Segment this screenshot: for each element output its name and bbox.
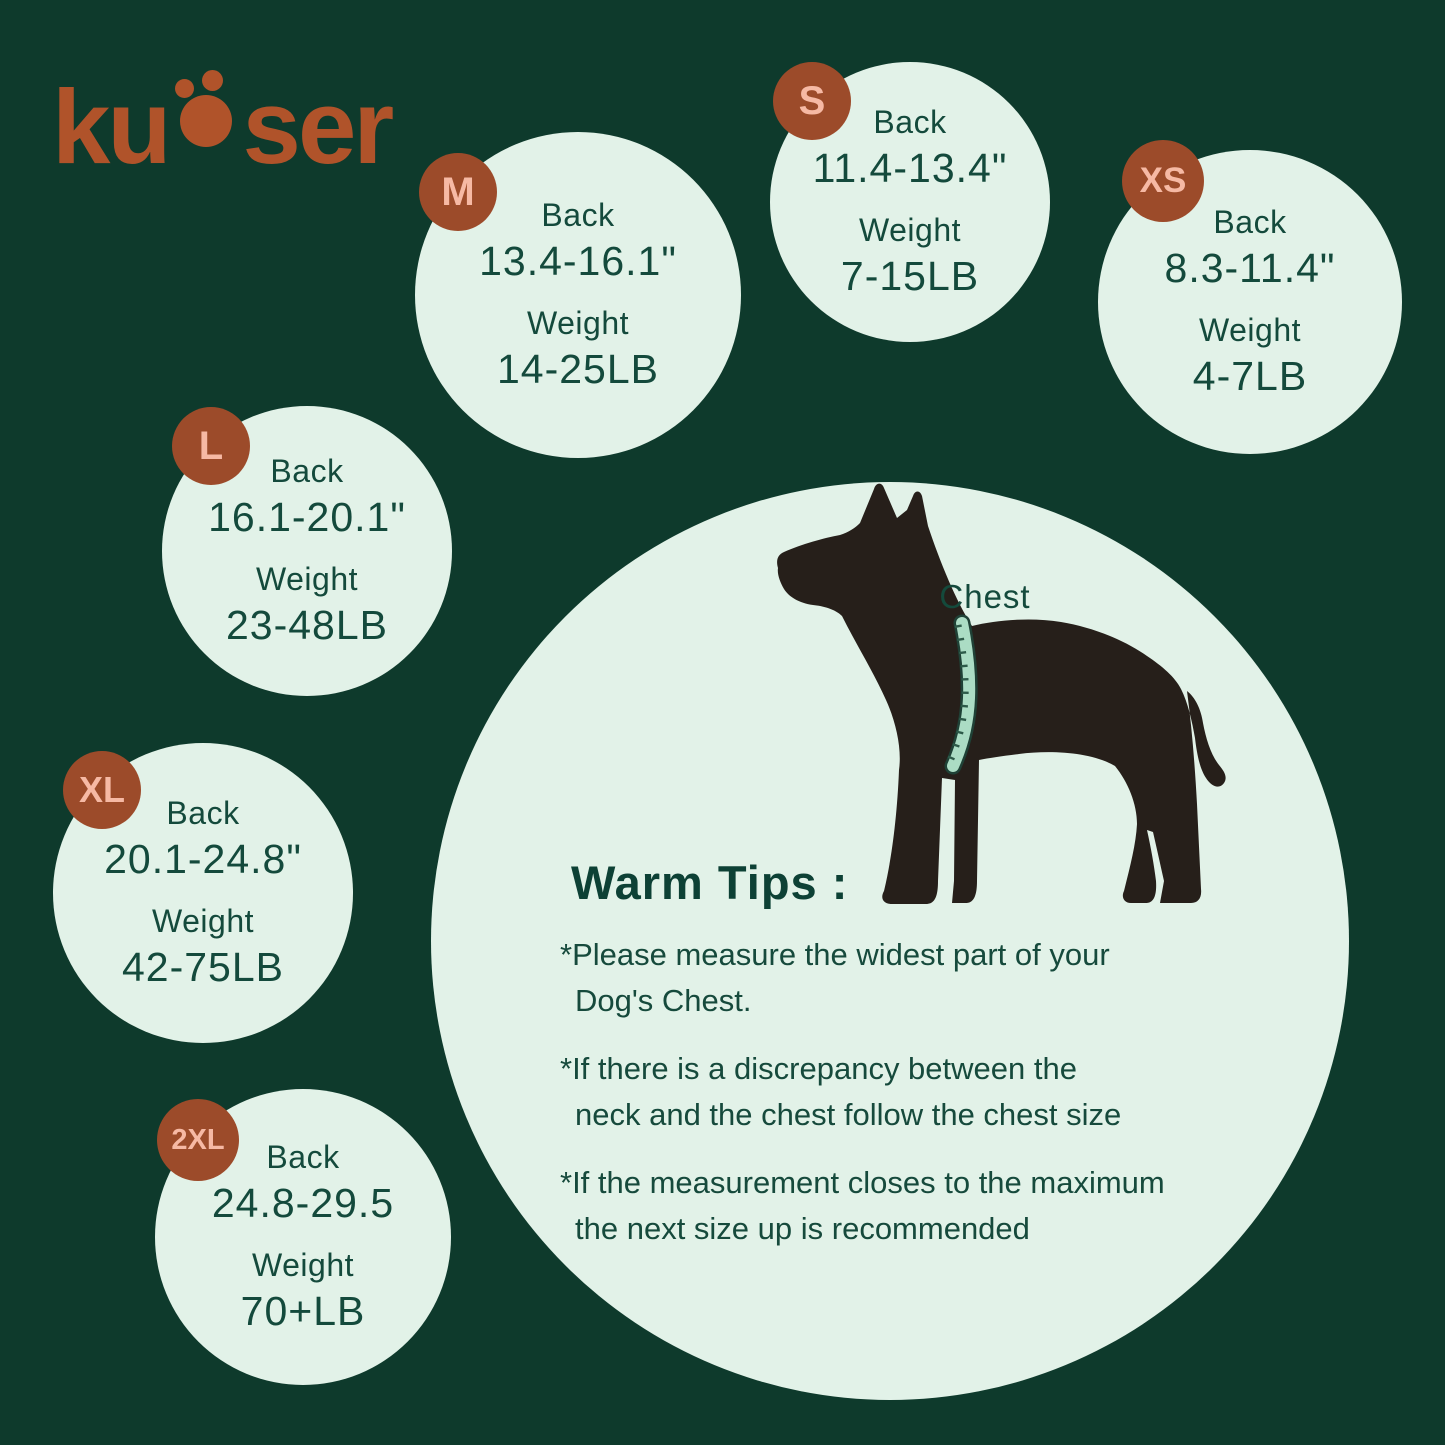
size-circle-xs: Back 8.3-11.4" Weight 4-7LB <box>1098 150 1402 454</box>
weight-value: 70+LB <box>240 1288 366 1334</box>
size-badge-2xl: 2XL <box>157 1099 239 1181</box>
back-value: 13.4-16.1" <box>479 238 677 284</box>
back-label: Back <box>873 104 947 140</box>
back-label: Back <box>270 453 344 489</box>
warm-tip: *If there is a discrepancy between the n… <box>560 1046 1260 1138</box>
back-label: Back <box>541 197 615 233</box>
logo-text-ku: ku <box>52 69 172 186</box>
weight-value: 4-7LB <box>1192 353 1308 399</box>
weight-label: Weight <box>151 903 254 939</box>
warm-tip-line: the next size up is recommended <box>575 1211 1030 1246</box>
warm-tip-line: *If there is a discrepancy between the <box>560 1051 1077 1086</box>
logo-text-ser: ser <box>242 69 395 186</box>
size-badge-l: L <box>172 407 250 485</box>
paw-pad-icon <box>179 95 232 147</box>
back-value: 8.3-11.4" <box>1164 245 1336 291</box>
size-badge-xs: XS <box>1122 140 1204 222</box>
back-label: Back <box>1213 204 1287 240</box>
warm-tip-line: *If the measurement closes to the maximu… <box>560 1165 1165 1200</box>
weight-value: 23-48LB <box>225 602 388 648</box>
weight-label: Weight <box>255 561 358 597</box>
warm-tip-line: *Please measure the widest part of your <box>560 937 1110 972</box>
back-value: 24.8-29.5 <box>211 1180 395 1226</box>
size-badge-s: S <box>773 62 851 140</box>
size-badge-m: M <box>419 153 497 231</box>
dog-body <box>777 483 1226 904</box>
paw-icon <box>174 70 237 180</box>
weight-label: Weight <box>1198 312 1301 348</box>
warm-tip: *Please measure the widest part of your … <box>560 932 1260 1024</box>
measuring-tape-ticks <box>945 624 969 765</box>
warm-tips-heading: Warm Tips : <box>571 856 849 909</box>
back-value: 11.4-13.4" <box>812 145 1008 191</box>
back-label: Back <box>266 1139 340 1175</box>
paw-toe-icon <box>174 79 194 98</box>
warm-tip-line: Dog's Chest. <box>575 983 752 1018</box>
dog-silhouette <box>777 483 1226 904</box>
weight-value: 42-75LB <box>121 944 284 990</box>
weight-label: Weight <box>251 1247 354 1283</box>
brand-logo: ku ser <box>52 69 395 186</box>
size-badge-xl: XL <box>63 751 141 829</box>
weight-label: Weight <box>526 305 629 341</box>
size-circle-s: Back 11.4-13.4" Weight 7-15LB <box>770 62 1050 342</box>
warm-tip: *If the measurement closes to the maximu… <box>560 1160 1260 1252</box>
back-value: 16.1-20.1" <box>208 494 406 540</box>
back-label: Back <box>166 795 240 831</box>
warm-tip-line: neck and the chest follow the chest size <box>575 1097 1122 1132</box>
weight-value: 14-25LB <box>496 346 659 392</box>
chest-label: Chest <box>939 578 1031 615</box>
weight-label: Weight <box>858 212 961 248</box>
paw-toe-icon <box>201 70 223 91</box>
back-value: 20.1-24.8" <box>104 836 302 882</box>
measuring-tape-icon <box>947 617 976 772</box>
weight-value: 7-15LB <box>840 253 980 299</box>
